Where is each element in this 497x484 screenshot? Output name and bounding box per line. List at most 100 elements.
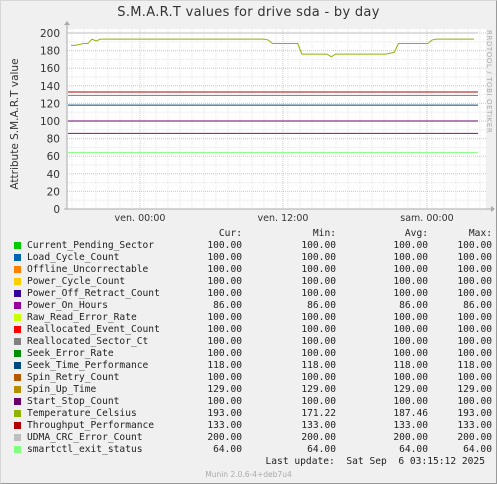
legend-cur: 118.00 — [207, 360, 242, 371]
legend-max: 100.00 — [457, 264, 492, 275]
header-max: Max: — [468, 228, 492, 239]
legend-row: Reallocated_Event_Count 100.00 100.00 100.0… — [12, 324, 492, 336]
legend-cur: 64.00 — [213, 444, 242, 455]
legend-cur: 100.00 — [207, 348, 242, 359]
y-tick-label: 100 — [40, 116, 60, 128]
legend-series-name: Current_Pending_Sector — [27, 240, 155, 251]
legend-series-name: Throughput_Performance — [27, 420, 155, 431]
legend-max: 100.00 — [457, 240, 492, 251]
legend-max: 100.00 — [457, 336, 492, 347]
legend-cur: 100.00 — [207, 264, 242, 275]
legend-swatch — [14, 290, 21, 297]
legend-series-name: Power_On_Hours — [27, 300, 108, 311]
y-tick-label: 20 — [47, 186, 60, 198]
legend-avg: 100.00 — [393, 396, 428, 407]
legend-avg: 86.00 — [399, 300, 428, 311]
legend-cur: 193.00 — [207, 408, 242, 419]
legend-row: Spin_Retry_Count 100.00 100.00 100.00 100.00 — [12, 372, 492, 384]
y-tick-label: 200 — [40, 28, 60, 40]
legend-swatch — [14, 422, 21, 429]
legend-table: Cur: Min: Avg: Max: Current_Pending_Sect… — [12, 228, 492, 456]
legend-avg: 200.00 — [393, 432, 428, 443]
legend-swatch — [14, 398, 21, 405]
legend-min: 118.00 — [301, 360, 336, 371]
legend-max: 86.00 — [463, 300, 492, 311]
legend-cur: 100.00 — [207, 288, 242, 299]
legend-max: 100.00 — [457, 252, 492, 263]
legend-series-name: Offline_Uncorrectable — [27, 264, 149, 275]
legend-series-name: Power_Cycle_Count — [27, 276, 126, 287]
legend-cur: 100.00 — [207, 336, 242, 347]
legend-min: 100.00 — [301, 252, 336, 263]
legend-max: 100.00 — [457, 396, 492, 407]
x-tick-label: sam. 00:00 — [400, 213, 453, 224]
legend-min: 64.00 — [307, 444, 336, 455]
y-tick-label: 180 — [40, 46, 60, 58]
legend-min: 133.00 — [301, 420, 336, 431]
legend-max: 129.00 — [457, 384, 492, 395]
legend-cur: 100.00 — [207, 240, 242, 251]
legend-cur: 100.00 — [207, 396, 242, 407]
legend-max: 100.00 — [457, 372, 492, 383]
legend-min: 100.00 — [301, 312, 336, 323]
legend-swatch — [14, 434, 21, 441]
legend-series-name: smartctl_exit_status — [27, 444, 143, 455]
legend-swatch — [14, 410, 21, 417]
legend-avg: 100.00 — [393, 372, 428, 383]
legend-avg: 64.00 — [399, 444, 428, 455]
legend-row: Power_Cycle_Count 100.00 100.00 100.00 100.0… — [12, 276, 492, 288]
legend-swatch — [14, 362, 21, 369]
header-cur: Cur: — [218, 228, 242, 239]
graph-title: S.M.A.R.T values for drive sda - by day — [117, 5, 380, 20]
legend-series-name: Reallocated_Sector_Ct — [27, 336, 149, 347]
header-avg: Avg: — [404, 228, 428, 239]
legend-max: 133.00 — [457, 420, 492, 431]
y-axis-arrow — [64, 21, 70, 25]
legend-cur: 129.00 — [207, 384, 242, 395]
legend-cur: 133.00 — [207, 420, 242, 431]
legend-min: 100.00 — [301, 324, 336, 335]
legend-avg: 187.46 — [393, 408, 428, 419]
legend-row: Spin_Up_Time 129.00 129.00 129.00 129.00 — [12, 384, 492, 396]
legend-swatch — [14, 266, 21, 273]
legend-row: Load_Cycle_Count 100.00 100.00 100.00 100.00 — [12, 252, 492, 264]
munin-version: Munin 2.0.6-4+deb7u4 — [205, 470, 292, 479]
legend-swatch — [14, 302, 21, 309]
legend-row: UDMA_CRC_Error_Count 200.00 200.00 200.00 20… — [12, 432, 492, 444]
legend-avg: 100.00 — [393, 252, 428, 263]
legend-max: 100.00 — [457, 324, 492, 335]
legend-min: 200.00 — [301, 432, 336, 443]
legend-max: 193.00 — [457, 408, 492, 419]
legend-cur: 100.00 — [207, 312, 242, 323]
x-tick-label: ven. 00:00 — [115, 213, 166, 224]
header-min: Min: — [312, 228, 336, 239]
y-tick-label: 40 — [47, 169, 60, 181]
y-tick-label: 120 — [40, 98, 60, 110]
legend-series-name: UDMA_CRC_Error_Count — [27, 432, 143, 443]
legend-min: 100.00 — [301, 372, 336, 383]
legend-series-name: Temperature_Celsius — [27, 408, 137, 419]
legend-min: 100.00 — [301, 336, 336, 347]
legend-avg: 100.00 — [393, 336, 428, 347]
legend-row: Raw_Read_Error_Rate 100.00 100.00 100.00 100… — [12, 312, 492, 324]
legend-swatch — [14, 350, 21, 357]
legend-cur: 86.00 — [213, 300, 242, 311]
legend-avg: 100.00 — [393, 276, 428, 287]
legend-avg: 100.00 — [393, 264, 428, 275]
legend-header: Cur: Min: Avg: Max: — [12, 228, 492, 240]
legend-swatch — [14, 326, 21, 333]
legend-swatch — [14, 446, 21, 453]
legend-series-name: Spin_Up_Time — [27, 384, 97, 395]
legend-avg: 100.00 — [393, 288, 428, 299]
legend-series-name: Power_Off_Retract_Count — [27, 288, 160, 299]
legend-avg: 118.00 — [393, 360, 428, 371]
legend-avg: 100.00 — [393, 324, 428, 335]
rrdtool-credit: RRDTOOL / TOBI OETIKER — [485, 30, 493, 134]
legend-swatch — [14, 374, 21, 381]
legend-row: Power_On_Hours 86.00 86.00 86.00 86.00 — [12, 300, 492, 312]
legend-min: 129.00 — [301, 384, 336, 395]
legend-cur: 100.00 — [207, 276, 242, 287]
legend-row: Seek_Error_Rate 100.00 100.00 100.00 100.00 — [12, 348, 492, 360]
legend-cur: 100.00 — [207, 324, 242, 335]
y-tick-label: 60 — [47, 151, 60, 163]
